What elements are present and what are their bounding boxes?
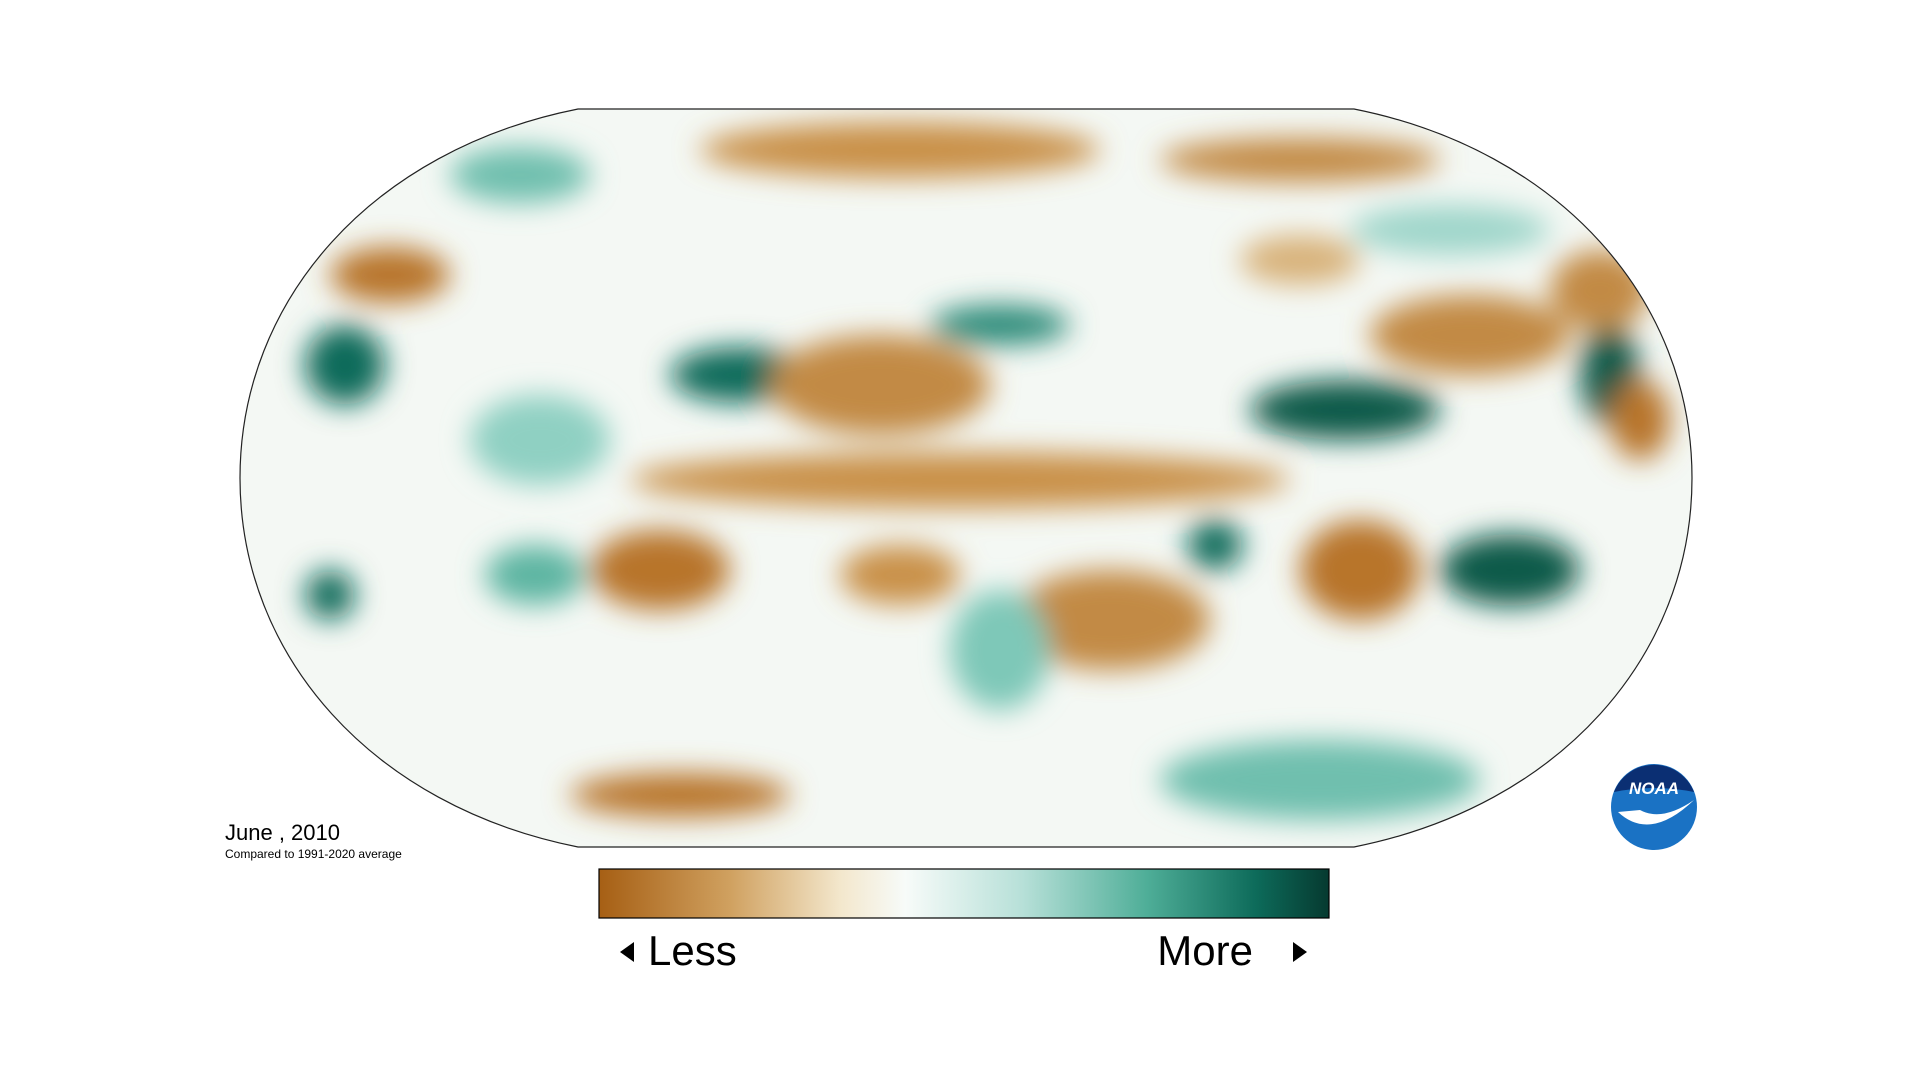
map-outline: [239, 108, 1693, 848]
logo-top: [1614, 764, 1694, 792]
noaa-logo: NOAA: [1611, 764, 1697, 850]
more-arrow: [1293, 942, 1307, 962]
legend-low: Less: [648, 927, 737, 974]
logo-text: NOAA: [1629, 779, 1679, 798]
subtitle: Compared to 1991-2020 average: [225, 847, 402, 861]
less-arrow: [620, 942, 634, 962]
logo-bird: [1618, 800, 1694, 825]
color-scale: [598, 868, 1330, 919]
legend-high: More: [1157, 927, 1253, 974]
map-field: [240, 109, 1692, 847]
anomaly-blobs: [305, 122, 1670, 820]
date-label: June , 2010: [225, 820, 340, 845]
